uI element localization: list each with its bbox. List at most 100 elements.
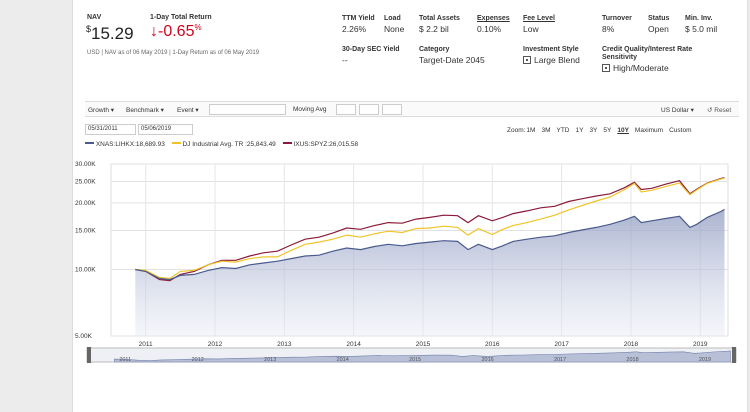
series-line-ixus-spyz — [135, 177, 725, 282]
investment-style-text: Large Blend — [534, 55, 580, 65]
sec-yield-label: 30-Day SEC Yield — [342, 46, 400, 53]
zoom-bar: Zoom:1M 3M YTD 1Y 3Y 5Y 10Y Maximum Custom — [507, 127, 698, 134]
event-dropdown[interactable]: Event ▾ — [177, 107, 199, 114]
series-line-xnas-lihkx — [135, 208, 725, 281]
zoom-3y[interactable]: 3Y — [589, 127, 598, 134]
zoom-ytd[interactable]: YTD — [556, 127, 570, 134]
growth-dropdown[interactable]: Growth ▾ — [88, 107, 115, 114]
legend-djia[interactable]: DJ Industrial Avg. TR :25,843.49 — [182, 141, 276, 148]
y-tick-label: 20.00K — [75, 200, 96, 207]
zoom-3m[interactable]: 3M — [541, 127, 551, 134]
y-tick-label: 10.00K — [75, 266, 96, 273]
status-label: Status — [648, 15, 670, 22]
end-date-input[interactable]: 05/06/2019 — [138, 124, 193, 135]
ttm-yield-label: TTM Yield — [342, 15, 375, 22]
nav-label: NAV — [87, 14, 102, 21]
navigator-tick-label: 2013 — [264, 357, 276, 363]
x-tick-label: 2013 — [277, 341, 292, 348]
chart-legend: XNAS:LIHKX:18,689.93 DJ Industrial Avg. … — [85, 141, 358, 148]
turnover-value: 8% — [602, 24, 615, 34]
zoom-maximum[interactable]: Maximum — [634, 127, 664, 134]
x-tick-label: 2011 — [139, 341, 153, 348]
return-label: 1-Day Total Return — [150, 14, 212, 21]
y-tick-label: 30.00K — [75, 161, 96, 168]
y-tick-label: 25.00K — [75, 179, 96, 186]
zoom-5y[interactable]: 5Y — [603, 127, 612, 134]
currency-dropdown[interactable]: US Dollar ▾ — [661, 107, 694, 114]
x-tick-label: 2018 — [624, 341, 639, 348]
y-tick-label: 15.00K — [75, 228, 96, 235]
ttm-yield-value: 2.26% — [342, 24, 367, 34]
investment-style-value: Large Blend — [523, 55, 580, 65]
return-unit: % — [194, 23, 202, 32]
navigator-tick-label: 2016 — [481, 357, 493, 363]
legend-swatch-lihkx — [85, 142, 94, 144]
navigator-tick-label: 2015 — [409, 357, 421, 363]
legend-swatch-spyz — [282, 142, 292, 144]
y-tick-label: 5.00K — [75, 333, 93, 340]
moving-avg-input-1[interactable] — [336, 104, 356, 115]
x-tick-label: 2012 — [208, 341, 223, 348]
credit-quality-label: Credit Quality/Interest Rate Sensitivity — [602, 46, 693, 61]
x-tick-label: 2019 — [693, 341, 708, 348]
load-value: None — [384, 24, 405, 34]
x-tick-label: 2017 — [554, 341, 569, 348]
expenses-value: 0.10% — [477, 24, 502, 34]
category-value: Target-Date 2045 — [419, 55, 485, 65]
navigator-tick-label: 2012 — [192, 357, 204, 363]
growth-chart[interactable]: 30.00K 25.00K 20.00K 15.00K 10.00K 5.00K 2011 2… — [73, 150, 749, 412]
total-assets-label: Total Assets — [419, 15, 460, 22]
load-label: Load — [384, 15, 401, 22]
investment-style-label: Investment Style — [523, 46, 579, 53]
zoom-10y[interactable]: 10Y — [617, 127, 629, 134]
total-assets-value: $ 2.2 bil — [419, 24, 449, 34]
zoom-custom[interactable]: Custom — [669, 127, 692, 134]
asof-note: USD | NAV as of 06 May 2019 | 1-Day Retu… — [87, 50, 260, 56]
navigator-left-handle[interactable] — [87, 347, 91, 363]
legend-swatch-djia — [171, 142, 181, 144]
reset-button[interactable]: ↺ Reset — [707, 107, 732, 114]
zoom-1y[interactable]: 1Y — [575, 127, 584, 134]
min-inv-value: $ 5.0 mil — [685, 24, 718, 34]
series-area-xnas-lihkx — [135, 209, 725, 336]
nav-value: 15.29 — [91, 24, 134, 43]
start-date-input[interactable]: 05/31/2011 — [85, 124, 136, 135]
return-value: -0.65 — [158, 23, 195, 40]
series-line-dj-industrial-avg-tr — [135, 177, 725, 280]
navigator-tick-label: 2014 — [337, 357, 349, 363]
x-tick-label: 2016 — [485, 341, 500, 348]
fee-level-value: Low — [523, 24, 539, 34]
navigator-tick-label: 2011 — [119, 357, 131, 363]
navigator-right-handle[interactable] — [732, 347, 736, 363]
moving-avg-input-2[interactable] — [359, 104, 379, 115]
style-box-icon — [523, 56, 531, 64]
chart-toolbar: Growth ▾ Benchmark ▾ Event ▾ Moving Avg … — [85, 101, 739, 117]
credit-quality-value: High/Moderate — [602, 63, 669, 73]
nav-currency: $ — [86, 24, 92, 34]
return-value-group: ↓-0.65% — [150, 23, 202, 41]
status-value: Open — [648, 24, 669, 34]
expenses-link[interactable]: Expenses — [477, 15, 510, 22]
legend-lihkx[interactable]: XNAS:LIHKX:18,689.93 — [95, 141, 165, 148]
turnover-label: Turnover — [602, 15, 632, 22]
x-tick-label: 2014 — [346, 341, 361, 348]
moving-avg-label: Moving Avg — [293, 106, 327, 113]
navigator-tick-label: 2019 — [699, 357, 711, 363]
min-inv-label: Min. Inv. — [685, 15, 713, 22]
event-input[interactable] — [209, 104, 286, 115]
fee-level-link[interactable]: Fee Level — [523, 15, 555, 22]
category-label: Category — [419, 46, 450, 53]
navigator-tick-label: 2018 — [626, 357, 638, 363]
credit-quality-text: High/Moderate — [613, 63, 669, 73]
style-box-icon — [602, 64, 610, 72]
benchmark-dropdown[interactable]: Benchmark ▾ — [126, 107, 164, 114]
legend-spyz[interactable]: IXUS:SPYZ:26,015.58 — [293, 141, 359, 148]
navigator-tick-label: 2017 — [554, 357, 566, 363]
zoom-1m[interactable]: 1M — [526, 127, 536, 134]
sec-yield-value: -- — [342, 55, 348, 65]
navigator-series — [114, 350, 731, 363]
down-arrow-icon: ↓ — [150, 23, 158, 40]
x-tick-label: 2015 — [416, 341, 431, 348]
fund-quote-panel: NAV $15.29 1-Day Total Return ↓-0.65% US… — [72, 0, 748, 412]
moving-avg-input-3[interactable] — [382, 104, 402, 115]
